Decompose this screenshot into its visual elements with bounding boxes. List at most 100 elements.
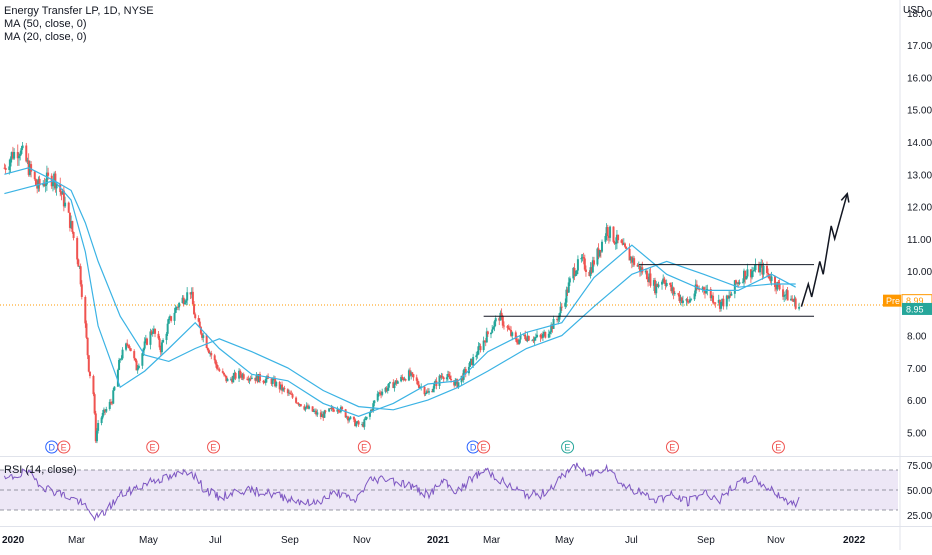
candle-body: [523, 334, 526, 336]
candle-body: [663, 278, 666, 283]
candle-body: [158, 338, 161, 348]
candle-body: [197, 318, 200, 322]
candle-body: [441, 376, 444, 378]
candle-body: [776, 281, 779, 290]
candle-body: [242, 374, 245, 379]
candle-body: [664, 282, 667, 286]
candle-body: [282, 387, 285, 391]
candle-body: [321, 414, 324, 418]
candle-body: [182, 297, 185, 305]
candle-body: [286, 389, 289, 394]
candle-body: [737, 282, 740, 284]
last-price-badge: [902, 302, 932, 315]
candle-body: [791, 298, 794, 301]
candle-body: [136, 368, 139, 371]
candle-body: [111, 402, 114, 404]
candle-body: [297, 403, 300, 405]
candle-body: [248, 378, 251, 381]
rsi-tick-label: 50.00: [907, 486, 932, 497]
candle-body: [231, 378, 234, 383]
candle-body: [141, 353, 144, 366]
candle-body: [368, 412, 371, 417]
candle-body: [80, 284, 83, 297]
candle-body: [349, 416, 352, 420]
candle-body: [128, 346, 131, 349]
rsi-tick-label: 75.00: [907, 461, 932, 472]
candle-body: [283, 387, 286, 390]
candle-body: [597, 248, 600, 257]
candle-body: [710, 295, 713, 299]
candle-body: [614, 243, 617, 245]
candle-body: [10, 152, 13, 159]
candle-body: [544, 331, 547, 338]
candle-body: [693, 293, 696, 300]
candle-body: [79, 266, 82, 285]
candle-body: [396, 381, 399, 384]
candle-body: [100, 417, 103, 424]
candle-body: [88, 371, 91, 377]
candle-body: [604, 235, 607, 242]
time-tick-label: Jul: [209, 535, 222, 546]
candle-body: [262, 380, 265, 383]
candle-body: [576, 259, 579, 271]
candle-body: [206, 347, 209, 351]
candle-body: [361, 424, 364, 426]
candle-body: [625, 246, 628, 249]
candle-body: [30, 164, 33, 172]
candle-body: [13, 151, 16, 159]
candle-body: [621, 242, 624, 245]
candle-body: [514, 332, 517, 340]
candle-body: [159, 347, 162, 353]
candle-body: [574, 274, 577, 276]
candle-body: [109, 401, 112, 403]
candle-body: [205, 335, 208, 348]
price-tick-label: 6.00: [907, 396, 927, 407]
candle-body: [564, 302, 567, 307]
time-tick-label: Sep: [281, 535, 299, 546]
candle-body: [706, 288, 709, 291]
earnings-marker-icon: [207, 440, 221, 454]
candle-body: [734, 280, 737, 284]
candle-body: [189, 292, 192, 295]
time-tick-label: Mar: [68, 535, 86, 546]
candle-body: [560, 306, 563, 308]
price-tick-label: 14.00: [907, 138, 932, 149]
candle-body: [460, 375, 463, 383]
candle-body: [712, 295, 715, 303]
candle-body: [475, 355, 478, 358]
currency-text: USD: [903, 5, 925, 16]
candle-body: [583, 258, 586, 270]
candle-body: [274, 378, 277, 387]
candle-body: [709, 288, 712, 299]
candle-body: [765, 265, 768, 273]
event-marker-label: E: [480, 443, 486, 453]
candle-body: [199, 326, 202, 334]
candle-body: [456, 379, 459, 388]
candle-body: [162, 340, 165, 343]
candle-body: [121, 349, 124, 359]
candle-body: [457, 382, 460, 388]
candle-body: [411, 372, 414, 375]
candle-body: [183, 302, 186, 305]
candle-body: [672, 287, 675, 294]
candle-body: [498, 318, 501, 321]
candle-body: [424, 393, 427, 395]
candle-body: [404, 379, 407, 381]
time-tick-label: Mar: [483, 535, 501, 546]
candles-group: [3, 141, 801, 444]
candle-body: [241, 374, 244, 378]
candle-body: [463, 369, 466, 371]
candle-body: [376, 393, 379, 401]
projection-path: [800, 193, 849, 307]
candle-body: [733, 280, 736, 294]
candle-body: [234, 372, 237, 379]
candle-body: [549, 331, 552, 334]
candle-body: [527, 336, 530, 341]
candle-body: [308, 406, 311, 409]
candle-body: [190, 291, 193, 295]
candle-body: [11, 152, 14, 159]
candle-body: [194, 314, 197, 319]
candle-body: [217, 368, 220, 370]
candle-body: [17, 156, 20, 159]
candle-body: [636, 264, 639, 267]
